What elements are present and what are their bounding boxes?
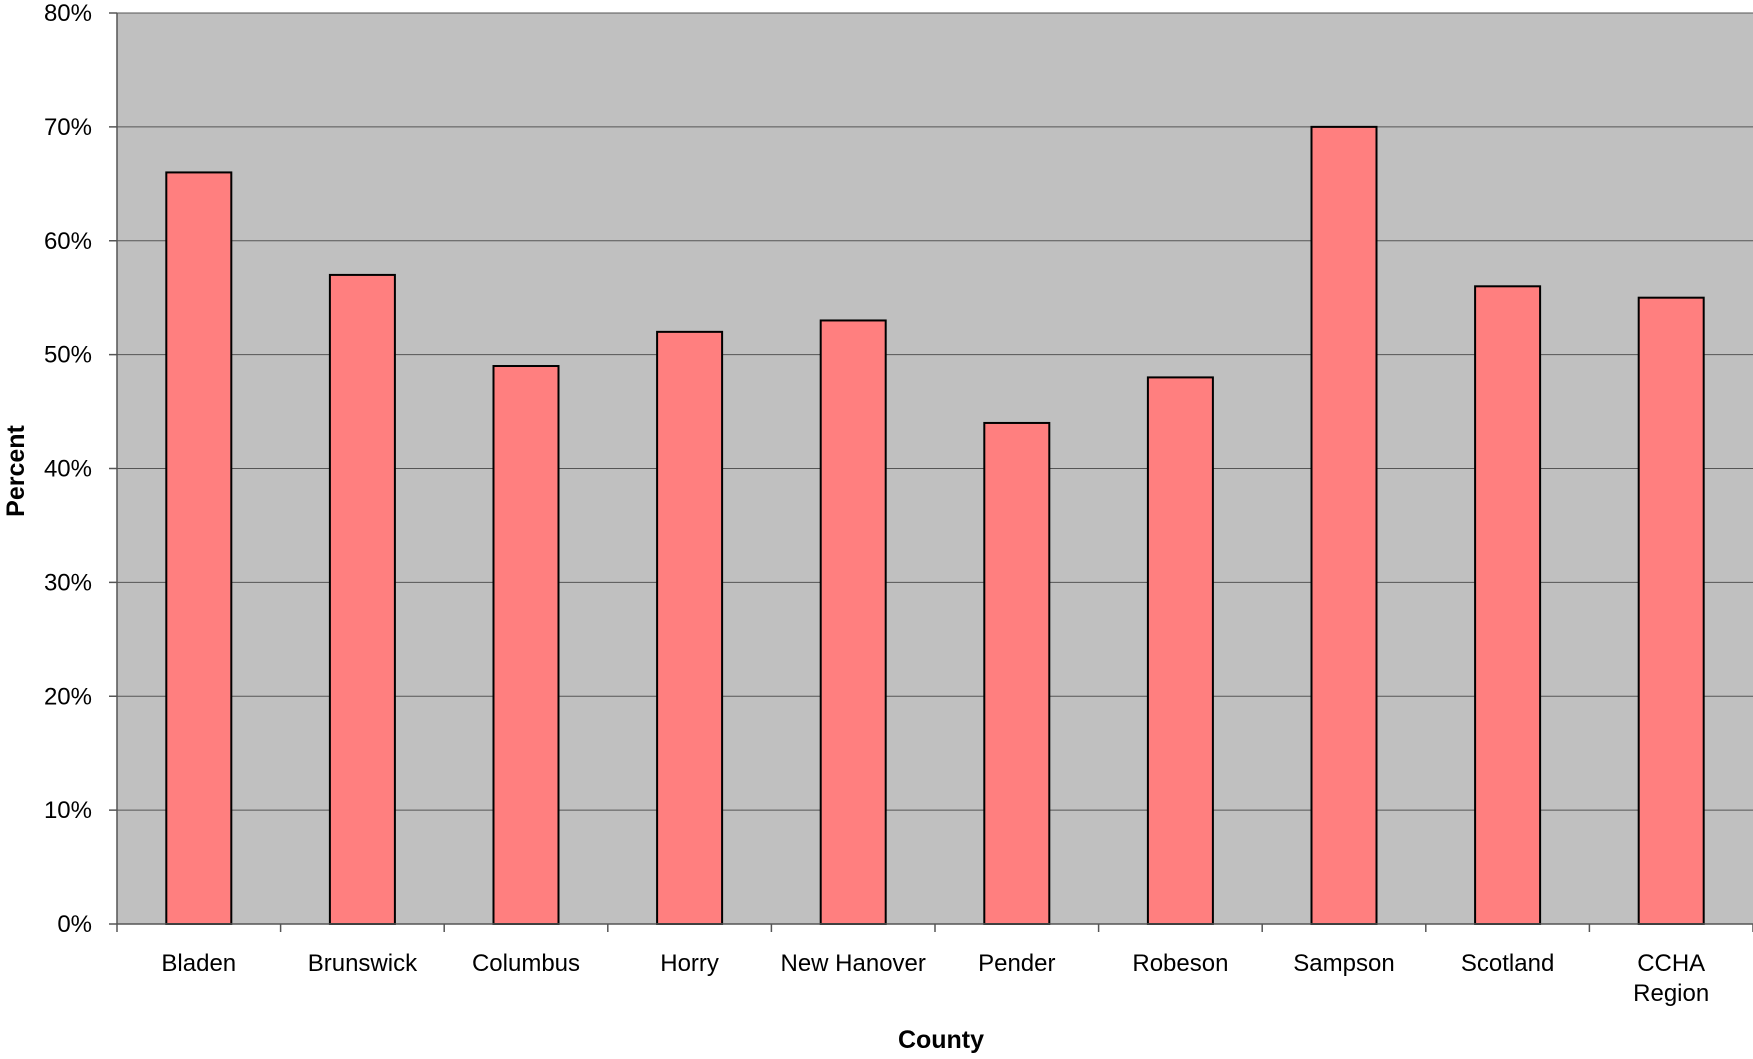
y-tick-label: 20%: [44, 683, 92, 710]
axes: [109, 12, 1753, 932]
y-tick-label: 30%: [44, 569, 92, 596]
bar-pender: [983, 421, 1051, 925]
y-tick-label: 60%: [44, 228, 92, 255]
x-tick-label: CCHA: [1637, 950, 1705, 977]
y-axis-title: Percent: [2, 424, 30, 516]
x-tick-label: Sampson: [1293, 950, 1394, 977]
bar-ccha-region: [1637, 296, 1705, 925]
x-tick-label: Bladen: [161, 950, 236, 977]
x-tick-label: Horry: [660, 950, 719, 977]
x-tick-label: Robeson: [1132, 950, 1228, 977]
bar-scotland: [1474, 285, 1542, 925]
bar-bladen: [165, 171, 233, 926]
bar-sampson: [1310, 125, 1378, 925]
bar-new-hanover: [819, 319, 887, 925]
bar-brunswick: [328, 273, 396, 926]
x-tick-label: Columbus: [472, 950, 580, 977]
bar-columbus: [492, 365, 560, 925]
bar-robeson: [1146, 376, 1214, 925]
bars: [165, 125, 1705, 926]
x-tick-label: New Hanover: [780, 950, 925, 977]
y-tick-label: 0%: [57, 911, 92, 938]
y-tick-label: 40%: [44, 456, 92, 483]
x-axis-title: County: [898, 1026, 984, 1054]
y-tick-label: 10%: [44, 797, 92, 824]
x-tick-label: Brunswick: [308, 950, 418, 977]
y-tick-labels: 0% 10% 20% 30% 40% 50% 60% 70% 80%: [44, 0, 92, 938]
y-tick-label: 80%: [44, 0, 92, 27]
y-tick-label: 70%: [44, 114, 92, 141]
bar-horry: [656, 330, 724, 926]
x-tick-label: Pender: [978, 950, 1055, 977]
x-tick-labels: Bladen Brunswick Columbus Horry New Hanover P…: [161, 950, 1709, 1007]
y-tick-label: 50%: [44, 342, 92, 369]
x-tick-label: Scotland: [1461, 950, 1554, 977]
x-tick-label: Region: [1633, 980, 1709, 1007]
